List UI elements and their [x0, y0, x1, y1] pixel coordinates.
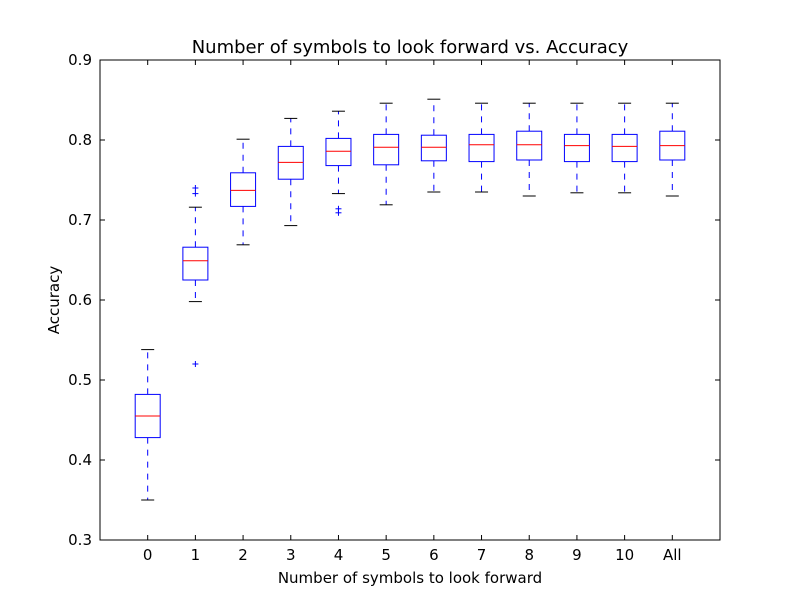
y-tick-label: 0.7: [68, 211, 92, 229]
x-tick-label: 8: [524, 546, 534, 564]
x-tick-label: 5: [381, 546, 391, 564]
box-group-8: [516, 102, 543, 197]
y-tick-label: 0.3: [68, 531, 92, 549]
outlier-marker: [192, 361, 199, 367]
y-tick-label: 0.5: [68, 371, 92, 389]
box-iqr: [325, 137, 352, 167]
y-tick-label: 0.4: [68, 451, 92, 469]
box-group-7: [468, 102, 495, 193]
box-iqr: [563, 133, 590, 163]
box-group-2: [230, 138, 257, 246]
x-tick-label: 10: [615, 546, 634, 564]
box-group-5: [373, 102, 400, 206]
box-iqr: [516, 130, 543, 161]
x-tick-label: All: [663, 546, 682, 564]
box-group-10: [611, 102, 638, 194]
box-iqr: [373, 133, 400, 166]
box-iqr: [230, 172, 257, 207]
y-axis-label: Accuracy: [45, 266, 63, 335]
box-group-3: [277, 117, 304, 227]
box-group-6: [420, 98, 447, 193]
plot-area: 0.3 0.4 0.5 0.6 0.7 0.8 0.9 0 1 2 3 4 5 6 7 8 9 10 All: [68, 51, 721, 564]
outlier-marker: [192, 185, 199, 191]
outlier-marker: [335, 205, 342, 212]
y-tick-label: 0.9: [68, 51, 92, 69]
x-tick-label: 0: [143, 546, 153, 564]
x-tick-label: 9: [572, 546, 582, 564]
x-tick-label: 1: [191, 546, 201, 564]
y-tick-label: 0.6: [68, 291, 92, 309]
chart-title: Number of symbols to look forward vs. Ac…: [192, 37, 629, 58]
box-group-4: [325, 110, 352, 216]
x-axis-label: Number of symbols to look forward: [278, 569, 542, 587]
box-iqr: [420, 134, 447, 162]
box-iqr: [611, 133, 638, 163]
outlier-marker: [192, 190, 199, 197]
box-group-1: [182, 185, 209, 367]
box-group-0: [134, 349, 161, 501]
x-tick-label: 3: [286, 546, 296, 564]
x-tick-label: 4: [334, 546, 344, 564]
box-group-All: [659, 102, 686, 197]
box-iqr: [468, 133, 495, 163]
box-iqr: [182, 246, 209, 281]
x-tick-label: 6: [429, 546, 439, 564]
x-tick-label: 7: [477, 546, 487, 564]
box-group-9: [563, 102, 590, 194]
axes-frame: [99, 59, 721, 541]
y-tick-label: 0.8: [68, 131, 92, 149]
x-tick-label: 2: [238, 546, 248, 564]
